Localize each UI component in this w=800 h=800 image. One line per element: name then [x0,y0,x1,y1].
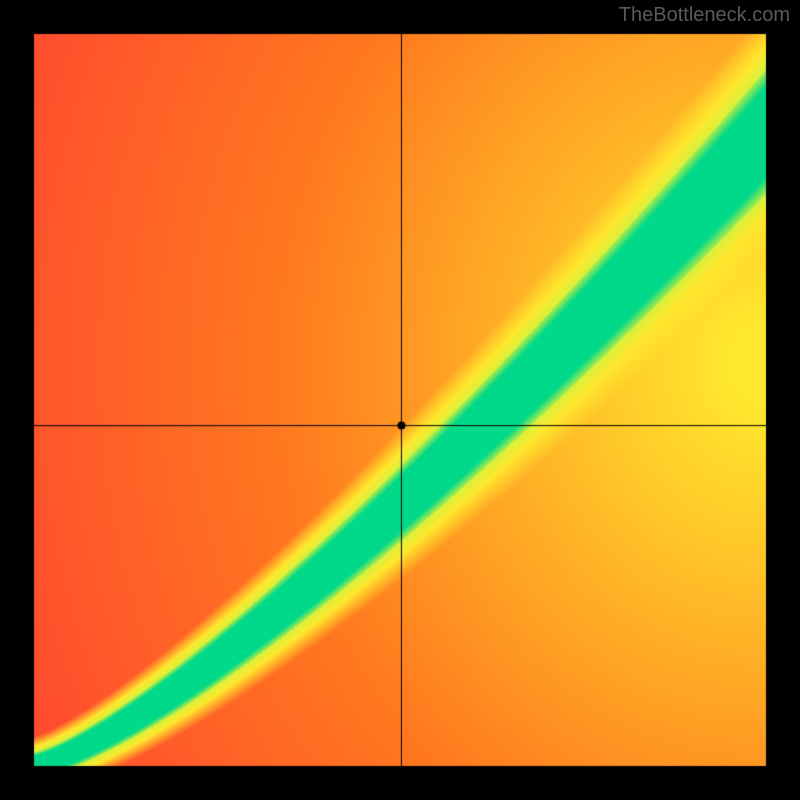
attribution-text: TheBottleneck.com [619,4,790,27]
chart-container: TheBottleneck.com [0,0,800,800]
heatmap-canvas [0,0,800,800]
